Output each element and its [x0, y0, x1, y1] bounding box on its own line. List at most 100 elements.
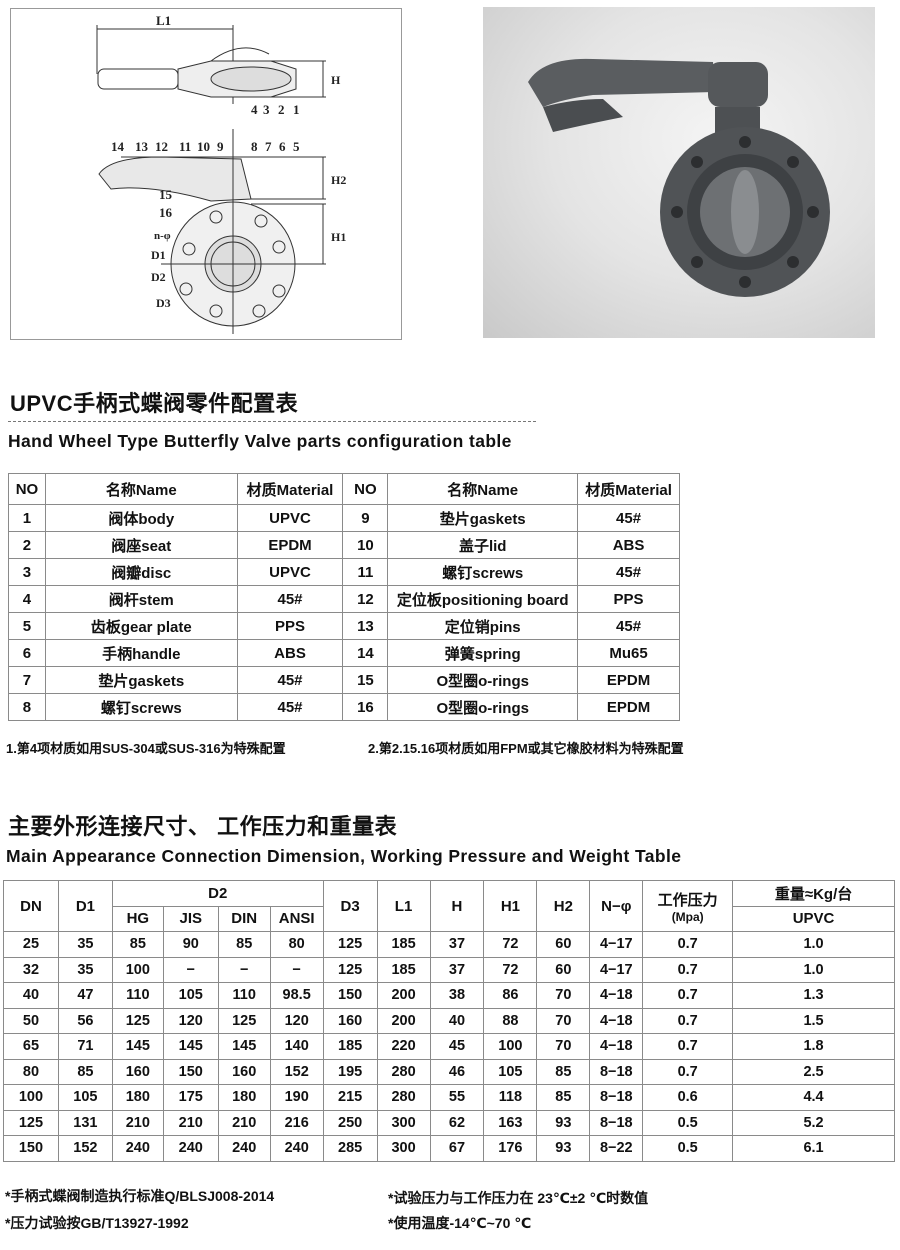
- table-cell: 4−18: [589, 1007, 644, 1034]
- table-cell: 38: [429, 982, 485, 1009]
- table-cell: 14: [342, 639, 389, 667]
- table-cell: 1.8: [732, 1033, 895, 1060]
- table-header-row: DN D1 D2 D3 L1 H H1 H2 N−φ 工作压力 (Mpa) 重量…: [3, 880, 895, 932]
- table-cell: 145: [217, 1033, 271, 1060]
- table-cell: 180: [111, 1084, 164, 1111]
- part-number: 5: [293, 139, 300, 154]
- table-cell: 120: [162, 1007, 219, 1034]
- table-cell: 190: [269, 1084, 324, 1111]
- table-cell: 152: [269, 1058, 324, 1085]
- parts-table: NO 名称Name 材质Material NO 名称Name 材质Materia…: [8, 473, 680, 721]
- table-cell: 65: [3, 1033, 59, 1060]
- table-cell: 4.4: [732, 1084, 895, 1111]
- table-cell: 4−18: [589, 1033, 644, 1060]
- table-cell: 240: [217, 1135, 271, 1162]
- table-row: 8 螺钉screws 45# 16 O型圈o-rings EPDM: [8, 693, 680, 721]
- table-cell: 55: [429, 1084, 485, 1111]
- table-cell: 35: [57, 956, 113, 983]
- table-cell: 1.0: [732, 931, 895, 958]
- parts-note-2: 2.第2.15.16项材质如用FPM或其它橡胶材料为特殊配置: [368, 741, 684, 756]
- table-cell: 9: [342, 504, 389, 532]
- table-cell: 阀瓣disc: [44, 558, 238, 586]
- header-d2: D2: [111, 880, 324, 907]
- table-cell: 定位销pins: [387, 612, 579, 640]
- header-dn: DN: [3, 880, 59, 932]
- table-cell: 40: [3, 982, 59, 1009]
- table-cell: 86: [483, 982, 538, 1009]
- table-cell: 45: [429, 1033, 485, 1060]
- table-cell: 螺钉screws: [44, 693, 238, 721]
- table-cell: 46: [429, 1058, 485, 1085]
- table-cell: 105: [162, 982, 219, 1009]
- header-hg: HG: [111, 905, 164, 932]
- table-cell: 300: [376, 1109, 431, 1136]
- table-cell: 160: [217, 1058, 271, 1085]
- table-cell: EPDM: [236, 531, 344, 559]
- table-row: 25 35 85 90 85 80 125 185 37 72 60 4−17 0.7 1.0: [3, 931, 895, 958]
- table-cell: 70: [536, 1033, 591, 1060]
- table-cell: 125: [322, 956, 378, 983]
- table-cell: 35: [57, 931, 113, 958]
- technical-drawing: L1 H H2 H1 D1 D2 D3 n-φ 4 3 2 1 14 13 12…: [10, 8, 402, 340]
- table-cell: UPVC: [236, 504, 344, 532]
- table-cell: 176: [483, 1135, 538, 1162]
- table-cell: 160: [322, 1007, 378, 1034]
- table-cell: 32: [3, 956, 59, 983]
- table-cell: 88: [483, 1007, 538, 1034]
- table-cell: 45#: [577, 558, 680, 586]
- table-row: 4 阀杆stem 45# 12 定位板positioning board PPS: [8, 585, 680, 613]
- part-number: 12: [155, 139, 168, 154]
- table-cell: 0.7: [642, 1058, 734, 1085]
- parts-title-cn: UPVC手柄式蝶阀零件配置表: [10, 391, 299, 416]
- table-cell: 125: [322, 931, 378, 958]
- table-cell: 3: [8, 558, 46, 586]
- table-cell: PPS: [236, 612, 344, 640]
- table-cell: 98.5: [269, 982, 324, 1009]
- table-cell: 0.7: [642, 982, 734, 1009]
- part-number: 2: [278, 102, 285, 117]
- table-cell: 215: [322, 1084, 378, 1111]
- header-n-phi: N−φ: [589, 880, 644, 932]
- table-cell: −: [162, 956, 219, 983]
- table-cell: 15: [342, 666, 389, 694]
- table-cell: 0.7: [642, 1007, 734, 1034]
- table-cell: 180: [217, 1084, 271, 1111]
- table-cell: 72: [483, 931, 538, 958]
- table-cell: 80: [269, 931, 324, 958]
- table-row: 3 阀瓣disc UPVC 11 螺钉screws 45#: [8, 558, 680, 586]
- table-cell: 152: [57, 1135, 113, 1162]
- table-cell: 125: [3, 1109, 59, 1136]
- table-cell: 5: [8, 612, 46, 640]
- table-cell: 45#: [236, 693, 344, 721]
- table-cell: 100: [111, 956, 164, 983]
- table-cell: 40: [429, 1007, 485, 1034]
- table-row: 125 131 210 210 210 216 250 300 62 163 93 8−18 0.5 5.…: [3, 1109, 895, 1136]
- table-cell: O型圈o-rings: [387, 666, 579, 694]
- table-cell: 8−22: [589, 1135, 644, 1162]
- table-cell: 手柄handle: [44, 639, 238, 667]
- table-row: 80 85 160 150 160 152 195 280 46 105 85 8−18 0.7 2.5: [3, 1058, 895, 1085]
- label-D3: D3: [156, 296, 171, 310]
- part-number: 8: [251, 139, 258, 154]
- table-cell: 1: [8, 504, 46, 532]
- table-cell: 300: [376, 1135, 431, 1162]
- table-cell: 齿板gear plate: [44, 612, 238, 640]
- header-d1: D1: [57, 880, 113, 932]
- table-cell: 50: [3, 1007, 59, 1034]
- table-cell: 195: [322, 1058, 378, 1085]
- table-cell: 垫片gaskets: [44, 666, 238, 694]
- dims-title-en: Main Appearance Connection Dimension, Wo…: [6, 846, 682, 866]
- table-cell: 150: [322, 982, 378, 1009]
- table-cell: 105: [57, 1084, 113, 1111]
- table-cell: 150: [162, 1058, 219, 1085]
- table-cell: 85: [536, 1084, 591, 1111]
- table-row: 50 56 125 120 125 120 160 200 40 88 70 4−18 0.7 1.5: [3, 1007, 895, 1034]
- part-number: 10: [197, 139, 210, 154]
- table-cell: 60: [536, 931, 591, 958]
- table-cell: 71: [57, 1033, 113, 1060]
- table-cell: 160: [111, 1058, 164, 1085]
- table-row: 7 垫片gaskets 45# 15 O型圈o-rings EPDM: [8, 666, 680, 694]
- table-cell: 110: [111, 982, 164, 1009]
- footnote-test-pressure: *试验压力与工作压力在 23℃±2 ℃时数值: [388, 1190, 649, 1206]
- table-row: 100 105 180 175 180 190 215 280 55 118 85 8−18 0.6 4.…: [3, 1084, 895, 1111]
